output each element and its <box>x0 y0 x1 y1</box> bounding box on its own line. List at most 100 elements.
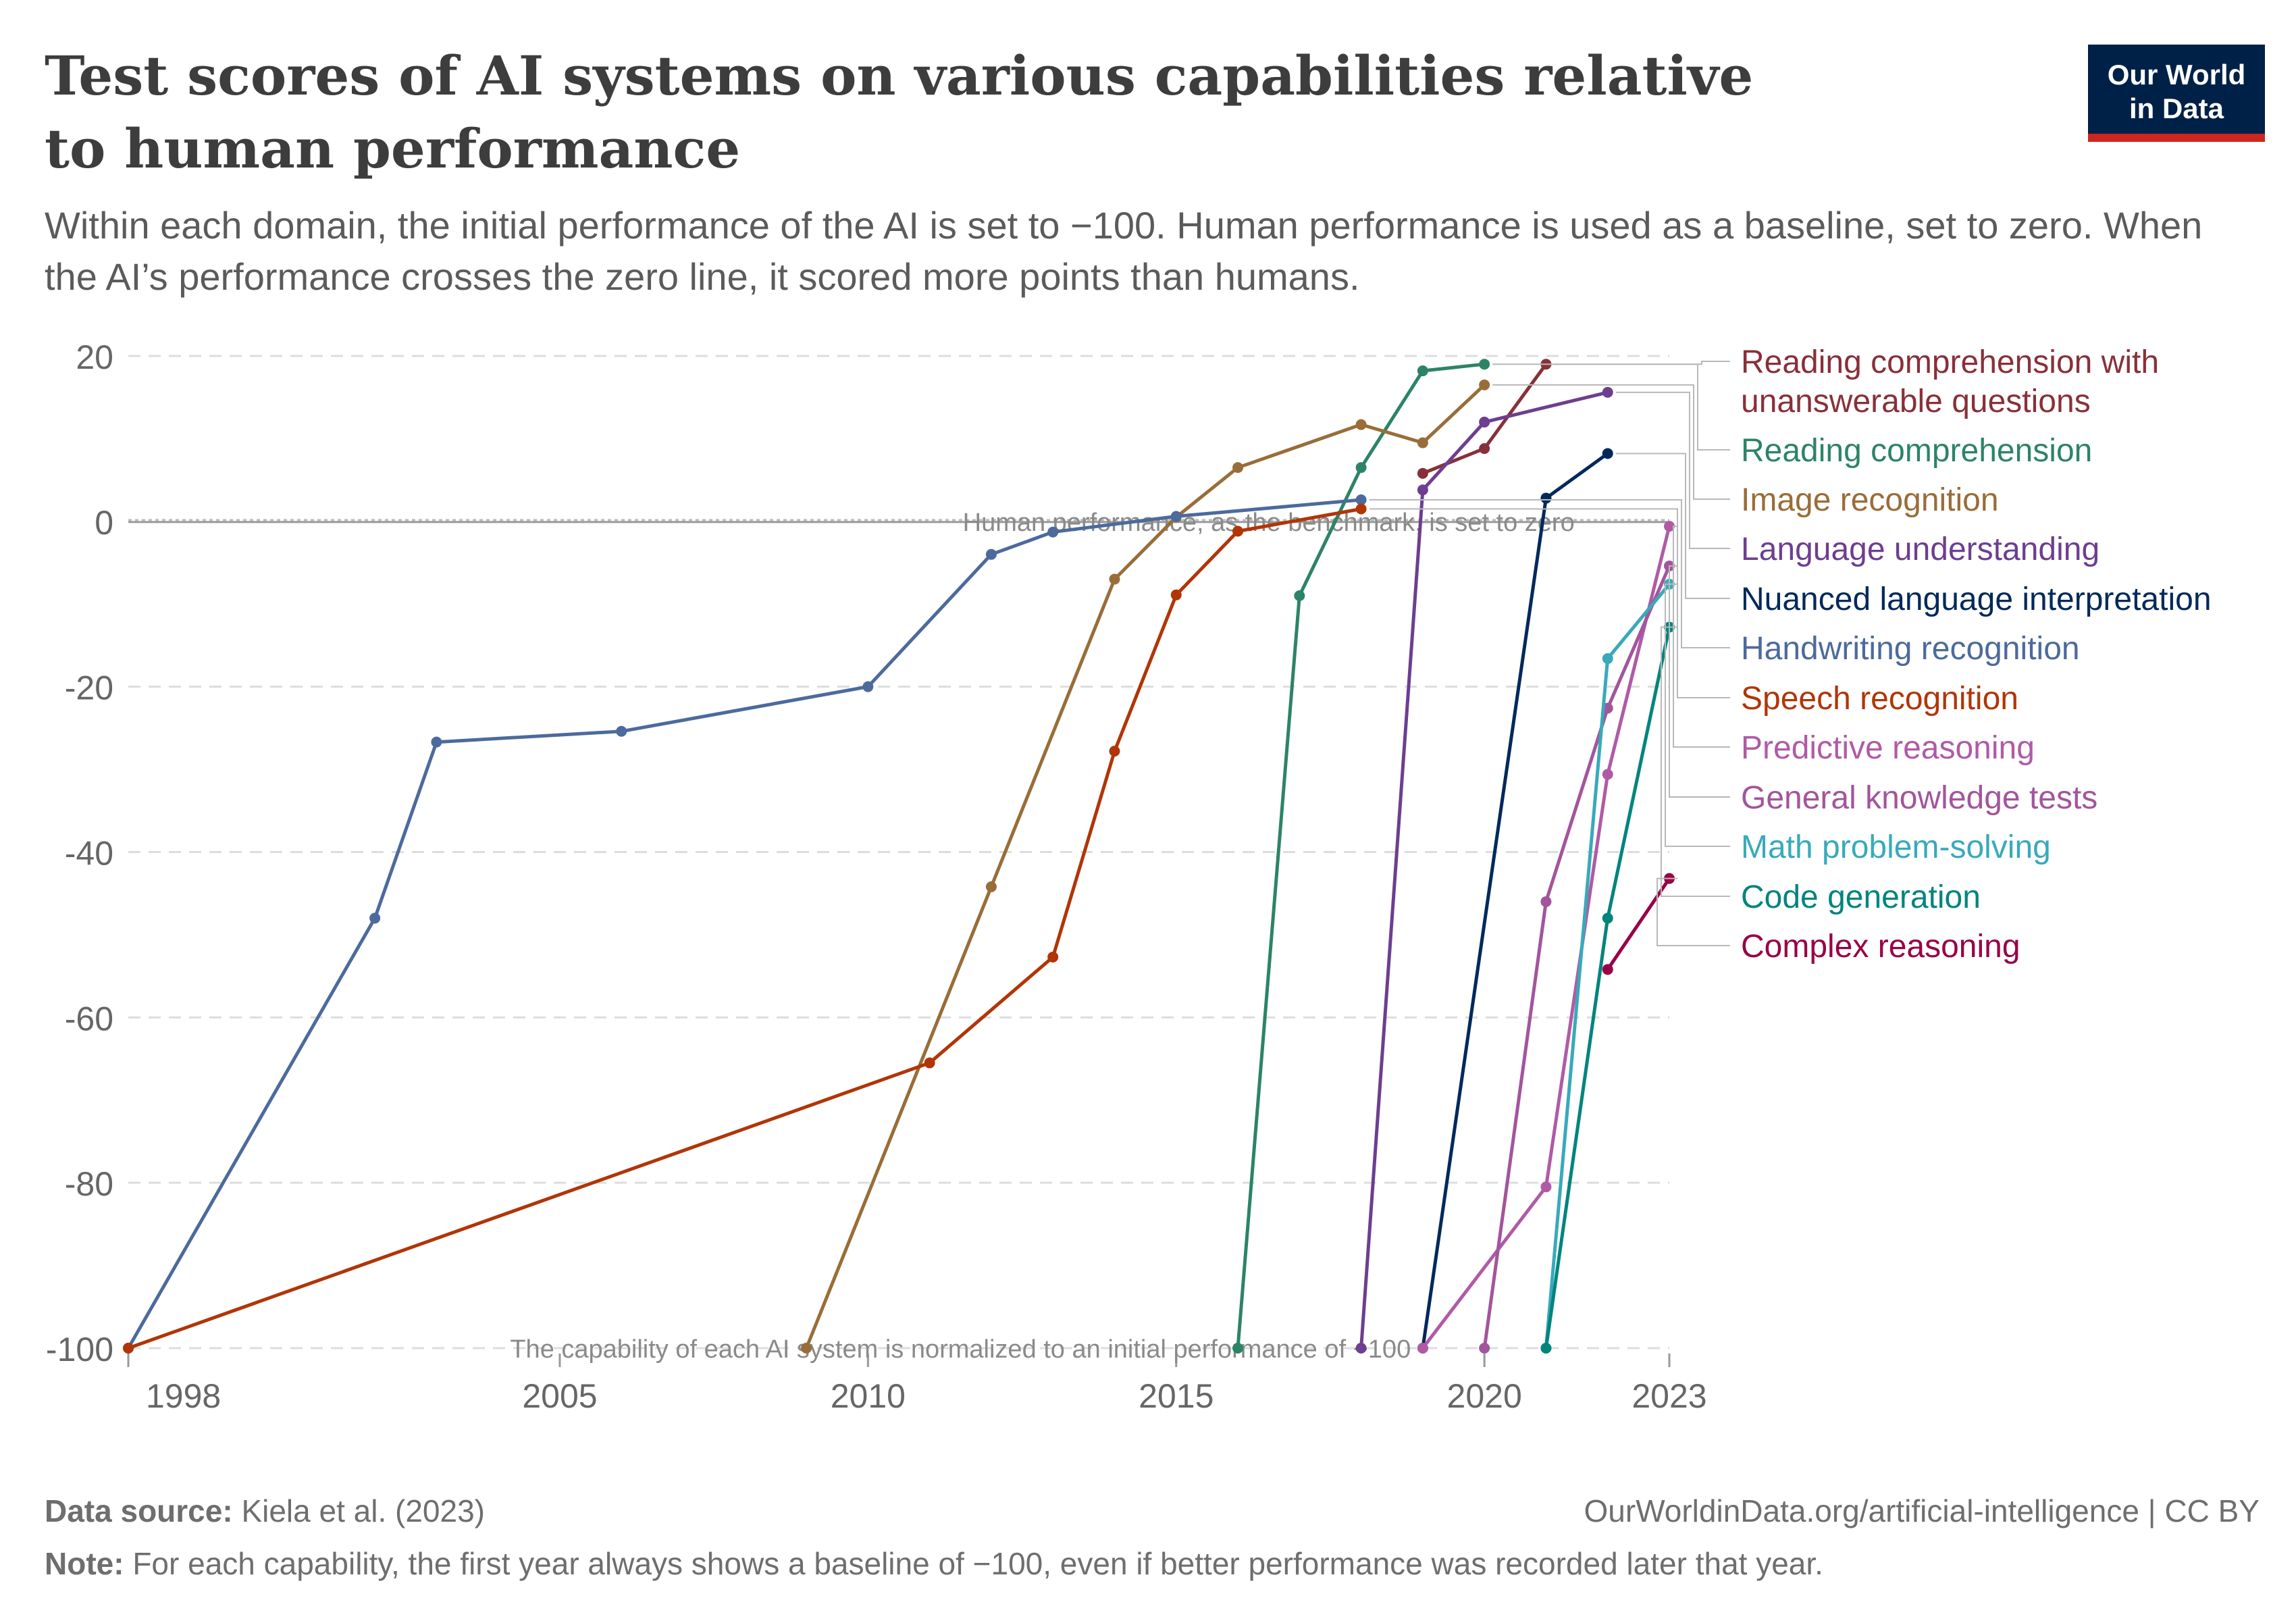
legend-connector <box>1369 508 1730 698</box>
data-point <box>1540 492 1552 504</box>
logo-line-1: Our World <box>2107 59 2246 91</box>
data-point <box>1417 484 1428 496</box>
legend-connector <box>1669 565 1730 798</box>
data-point <box>1479 379 1490 390</box>
legend-label: Reading comprehension with unanswerable q… <box>1741 344 2159 419</box>
legend-connector <box>1661 626 1730 897</box>
data-point <box>1294 590 1305 602</box>
data-point <box>616 725 627 737</box>
y-tick-label: -20 <box>65 669 113 707</box>
grid-layer <box>128 355 1669 1349</box>
data-point <box>1602 653 1613 665</box>
y-tick-label: 20 <box>76 338 113 376</box>
data-point <box>1602 386 1613 398</box>
axis-layer: 20 0 -20 -40 -60 -80 -100 1998 2005 2010 2015 2020 2… <box>46 338 1707 1415</box>
legend-label-line-2: unanswerable questions <box>1741 384 2091 419</box>
data-point <box>801 1343 812 1354</box>
series-line <box>128 507 1362 1350</box>
legend-label: Code generation <box>1741 879 1981 915</box>
legend-item-4: Nuanced language interpretation <box>1615 453 2212 617</box>
annotation-layer: Human performance, as the benchmark, is … <box>510 509 1574 1364</box>
legend-layer: Reading comprehension with unanswerable q… <box>1369 344 2212 964</box>
legend-label: Reading comprehension <box>1741 433 2092 469</box>
series-7 <box>1417 521 1675 1354</box>
legend-label: Predictive reasoning <box>1741 730 2035 766</box>
data-point <box>123 1343 134 1354</box>
data-point <box>1232 462 1244 473</box>
data-point <box>1170 589 1182 600</box>
legend-connector <box>1673 525 1730 748</box>
data-point <box>1417 1343 1428 1354</box>
data-point <box>1109 573 1120 585</box>
data-point <box>1602 912 1613 924</box>
series-8 <box>1479 560 1675 1354</box>
x-tick-label: 2010 <box>831 1377 906 1415</box>
legend-label: Image recognition <box>1741 482 1999 518</box>
data-point <box>1602 448 1613 459</box>
data-point <box>1602 769 1613 780</box>
note-line: Note: For each capability, the first yea… <box>45 1545 1823 1582</box>
data-point <box>1232 1343 1244 1354</box>
series-4 <box>1417 448 1613 1354</box>
series-line <box>1544 626 1671 1349</box>
data-point <box>1602 964 1613 975</box>
data-point <box>1417 437 1428 448</box>
x-tick-label: 2020 <box>1447 1377 1522 1415</box>
note-text: For each capability, the first year alwa… <box>132 1546 1823 1581</box>
data-point <box>1355 503 1367 515</box>
data-point <box>1417 467 1428 479</box>
source-link[interactable]: Kiela et al. (2023) <box>241 1493 485 1528</box>
x-tick-label: 2023 <box>1632 1377 1706 1415</box>
y-tick-label: -100 <box>46 1331 113 1368</box>
data-point <box>1109 746 1120 757</box>
legend-item-1: Reading comprehension <box>1492 363 2092 469</box>
series-line <box>126 498 1361 1349</box>
legend-label: General knowledge tests <box>1741 780 2097 816</box>
series-line <box>1359 390 1609 1349</box>
legend-label: Math problem-solving <box>1741 829 2051 865</box>
data-point <box>1479 1343 1490 1354</box>
y-tick-label: -80 <box>65 1165 113 1203</box>
series-line <box>1421 525 1671 1349</box>
legend-connector <box>1656 877 1730 946</box>
source-line: Data source: Kiela et al. (2023) <box>45 1493 485 1529</box>
data-point <box>1540 896 1552 907</box>
y-tick-label: 0 <box>95 504 113 542</box>
data-point <box>1355 1343 1367 1354</box>
legend-item-8: General knowledge tests <box>1669 565 2097 816</box>
legend-connector <box>1369 499 1730 648</box>
url-license[interactable]: OurWorldinData.org/artificial-intelligen… <box>1584 1493 2260 1528</box>
legend-label: Speech recognition <box>1741 681 2018 717</box>
data-point <box>1479 359 1490 370</box>
series-line <box>804 383 1486 1349</box>
legend-label: Complex reasoning <box>1741 929 2020 964</box>
series-10 <box>1540 621 1675 1354</box>
data-point <box>1355 419 1367 430</box>
logo-line-2: in Data <box>2129 93 2224 124</box>
data-point <box>985 548 997 560</box>
legend-item-5: Handwriting recognition <box>1369 499 2080 667</box>
source-label: Data source: <box>45 1493 233 1528</box>
owid-logo[interactable]: Our World in Data <box>2088 45 2265 142</box>
series-line <box>1482 565 1671 1349</box>
data-point <box>1355 494 1367 506</box>
legend-item-2: Image recognition <box>1492 384 1999 518</box>
data-point <box>1232 525 1244 537</box>
series-line <box>1606 877 1671 971</box>
data-point <box>431 736 442 748</box>
legend-label-line-1: Reading comprehension with <box>1741 344 2159 380</box>
data-point <box>862 681 874 692</box>
legend-item-9: Math problem-solving <box>1665 583 2051 865</box>
note-label: Note: <box>45 1546 124 1581</box>
legend-connector <box>1492 363 1730 451</box>
data-point <box>1540 1181 1552 1193</box>
data-point <box>1355 462 1367 473</box>
legend-item-11: Complex reasoning <box>1656 877 2020 964</box>
legend-item-7: Predictive reasoning <box>1673 525 2035 766</box>
data-point <box>1540 1343 1552 1354</box>
data-point <box>1170 511 1182 522</box>
chart-subtitle: Within each domain, the initial performa… <box>45 204 2203 298</box>
series-3 <box>1355 386 1613 1354</box>
data-point <box>924 1057 935 1069</box>
